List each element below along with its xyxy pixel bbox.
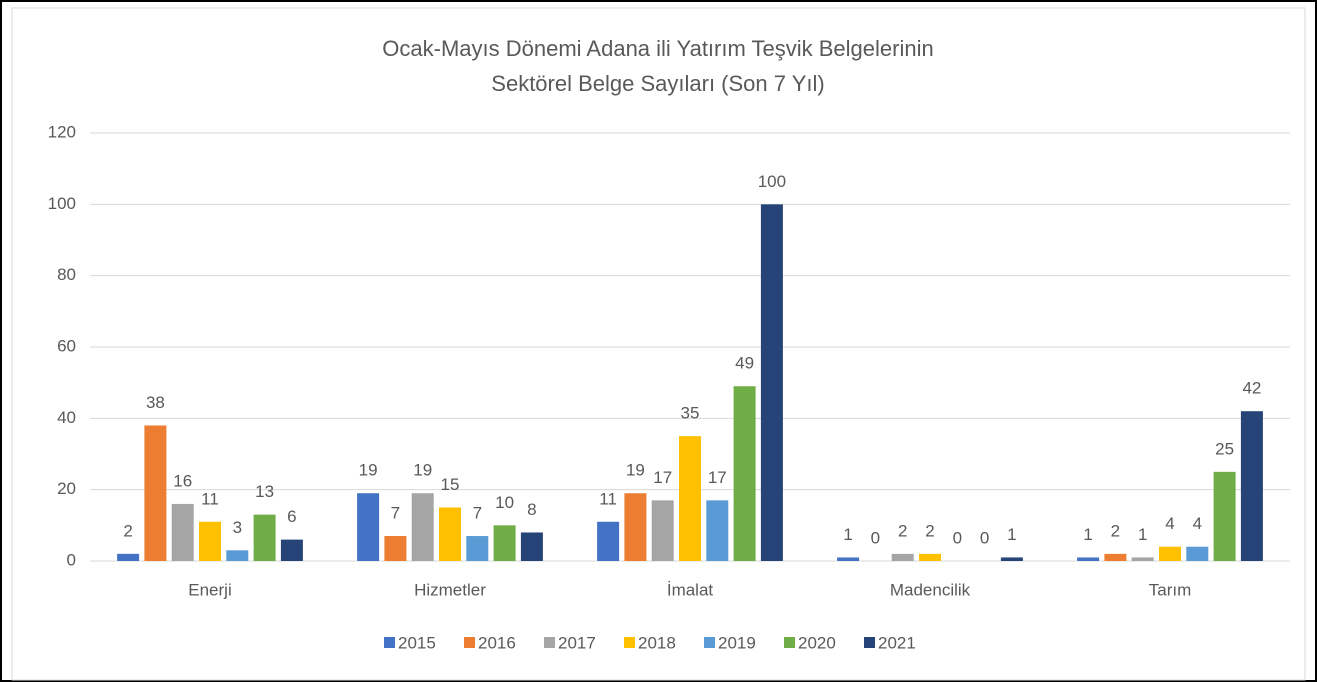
- data-label: 0: [953, 528, 962, 547]
- bar: [253, 514, 276, 561]
- bar: [1186, 546, 1209, 561]
- legend-label: 2015: [398, 633, 436, 652]
- data-label: 38: [146, 393, 165, 412]
- legend-label: 2020: [798, 633, 836, 652]
- bar: [624, 493, 647, 561]
- legend-swatch: [784, 637, 795, 648]
- data-label: 8: [527, 500, 536, 519]
- bar: [1131, 557, 1154, 561]
- legend-swatch: [384, 637, 395, 648]
- bar: [837, 557, 860, 561]
- bar: [357, 493, 380, 561]
- data-label: 0: [980, 528, 989, 547]
- data-label: 0: [871, 528, 880, 547]
- data-label: 35: [681, 404, 700, 423]
- data-label: 1: [1083, 525, 1092, 544]
- data-label: 17: [708, 468, 727, 487]
- data-label: 7: [391, 504, 400, 523]
- bar: [760, 204, 783, 562]
- data-label: 10: [495, 493, 514, 512]
- bar: [144, 425, 167, 561]
- data-label: 7: [473, 504, 482, 523]
- bar: [439, 507, 461, 561]
- data-label: 49: [735, 354, 754, 373]
- data-label: 19: [413, 461, 432, 480]
- data-label: 2: [898, 521, 907, 540]
- bar: [117, 553, 140, 561]
- data-label: 25: [1215, 439, 1234, 458]
- y-tick-label: 100: [48, 194, 76, 213]
- bar: [919, 553, 941, 561]
- chart-frame: [11, 7, 1306, 681]
- legend-label: 2018: [638, 633, 676, 652]
- bar: [520, 532, 543, 561]
- legend-swatch: [624, 637, 635, 648]
- bar: [280, 539, 303, 561]
- bar: [493, 525, 516, 561]
- bar: [1077, 557, 1100, 561]
- data-label: 100: [758, 172, 786, 191]
- bar: [466, 536, 489, 561]
- legend-swatch: [704, 637, 715, 648]
- y-tick-label: 20: [57, 479, 76, 498]
- data-label: 19: [359, 461, 378, 480]
- data-label: 1: [1007, 525, 1016, 544]
- data-label: 1: [843, 525, 852, 544]
- data-label: 1: [1138, 525, 1147, 544]
- data-label: 16: [173, 471, 192, 490]
- y-tick-label: 0: [67, 550, 76, 569]
- data-label: 11: [599, 489, 617, 508]
- y-tick-label: 80: [57, 265, 76, 284]
- chart-title: Ocak-Mayıs Dönemi Adana ili Yatırım Teşv…: [382, 36, 933, 61]
- x-tick-label: Enerji: [188, 580, 231, 599]
- legend-swatch: [464, 637, 475, 648]
- bar: [171, 503, 194, 561]
- bar: [226, 550, 249, 561]
- legend-label: 2021: [878, 633, 916, 652]
- x-tick-label: Hizmetler: [414, 580, 486, 599]
- data-label: 15: [441, 475, 460, 494]
- bar: [384, 536, 407, 561]
- data-label: 17: [653, 468, 672, 487]
- x-tick-label: İmalat: [667, 580, 714, 599]
- legend-swatch: [544, 637, 555, 648]
- bar: [597, 521, 620, 561]
- data-label: 11: [201, 489, 219, 508]
- bar: [199, 521, 221, 561]
- bar: [651, 500, 674, 561]
- legend-label: 2019: [718, 633, 756, 652]
- data-label: 3: [233, 518, 242, 537]
- y-tick-label: 120: [48, 122, 76, 141]
- data-label: 4: [1193, 514, 1202, 533]
- data-label: 13: [255, 482, 274, 501]
- y-tick-label: 60: [57, 336, 76, 355]
- data-label: 2: [925, 521, 934, 540]
- x-tick-label: Tarım: [1149, 580, 1192, 599]
- data-label: 19: [626, 461, 645, 480]
- bar: [1104, 553, 1127, 561]
- bar: [891, 553, 914, 561]
- chart-title: Sektörel Belge Sayıları (Son 7 Yıl): [491, 71, 824, 96]
- bar: [1213, 471, 1236, 561]
- bar: [1240, 411, 1263, 561]
- bar: [1000, 557, 1023, 561]
- bar: [679, 436, 701, 561]
- y-tick-label: 40: [57, 408, 76, 427]
- data-label: 42: [1242, 379, 1261, 398]
- legend-label: 2016: [478, 633, 516, 652]
- bar: [1159, 546, 1181, 561]
- legend-swatch: [864, 637, 875, 648]
- data-label: 2: [1111, 521, 1120, 540]
- bar: [706, 500, 729, 561]
- legend-label: 2017: [558, 633, 596, 652]
- data-label: 4: [1165, 514, 1174, 533]
- data-label: 6: [287, 507, 296, 526]
- bar: [733, 386, 756, 561]
- data-label: 2: [123, 521, 132, 540]
- x-tick-label: Madencilik: [890, 580, 971, 599]
- bar: [411, 493, 434, 561]
